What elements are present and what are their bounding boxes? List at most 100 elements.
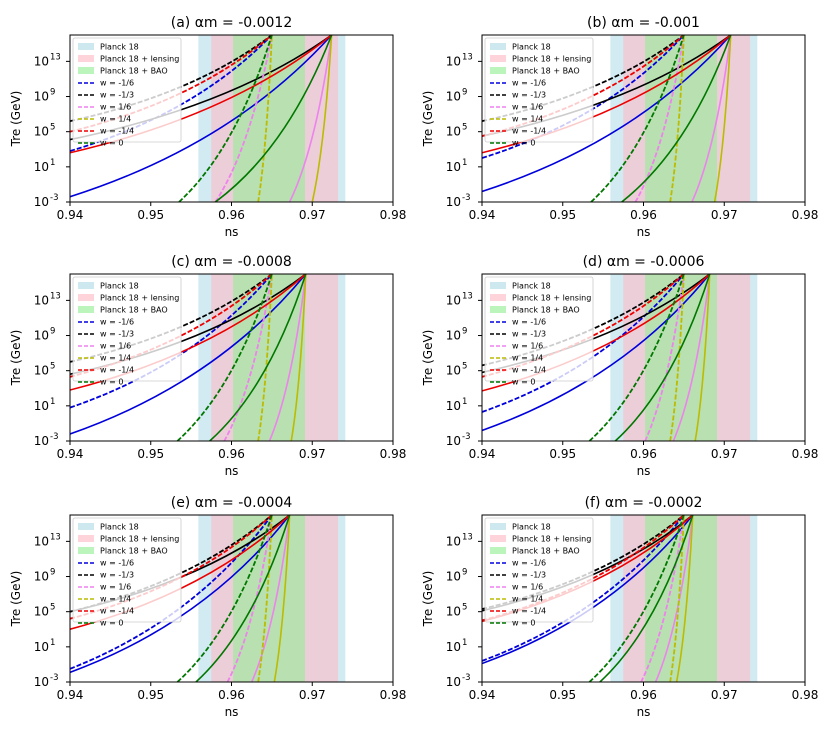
y-tick-exponent: -3 [462, 432, 470, 442]
curve-w-1-6-solid [672, 274, 711, 441]
legend-label: w = 0 [512, 619, 535, 628]
curve-w-0-dashed [588, 274, 685, 441]
legend-swatch [490, 43, 506, 50]
x-tick-label: 0.97 [711, 447, 738, 461]
curve-w-minus-1-6-solid [70, 35, 333, 198]
curve-w-minus-1-6-dashed [70, 274, 273, 409]
legend-label: Planck 18 + lensing [512, 55, 591, 64]
plot-area [70, 274, 346, 441]
legend-label: w = 0 [100, 139, 123, 148]
curve-w-minus-1-4-solid [482, 35, 732, 154]
curve-w-1-4-solid [273, 515, 291, 682]
y-tick-label: 10 [34, 293, 49, 307]
panel-title: (d) αm = -0.0006 [583, 254, 705, 270]
legend-label: w = 1/6 [512, 583, 543, 592]
x-tick-label: 0.97 [299, 208, 326, 222]
y-tick-label: 10 [34, 54, 49, 68]
y-tick-exponent: 1 [462, 397, 467, 407]
legend-label: w = -1/4 [512, 366, 546, 375]
legend: Planck 18 Planck 18 + lensing Planck 18 + … [484, 517, 594, 628]
y-tick-label: 10 [446, 364, 461, 378]
y-tick-exponent: -3 [462, 193, 470, 203]
y-tick-exponent: 1 [462, 158, 467, 168]
y-tick-label: 10 [446, 293, 461, 307]
y-tick-label: 10 [446, 195, 461, 209]
legend-label: w = 0 [100, 378, 123, 387]
band-planck18-bao [233, 515, 305, 682]
x-tick-label: 0.95 [549, 208, 576, 222]
curve-w-0-solid [621, 35, 732, 202]
x-tick-label: 0.94 [57, 688, 84, 702]
legend-label: Planck 18 [100, 43, 139, 52]
legend-label: w = -1/3 [512, 330, 546, 339]
legend-swatch [490, 294, 506, 301]
y-axis-label: Tre (GeV) [9, 91, 23, 148]
legend-label: w = 1/4 [512, 595, 543, 604]
curve-w-1-6-dashed [634, 35, 685, 202]
y-tick-exponent: 9 [50, 568, 55, 578]
legend-label: w = 1/4 [100, 354, 131, 363]
y-tick-label: 10 [446, 54, 461, 68]
curve-w-1-6-solid [268, 274, 307, 441]
curve-w-minus-1-6-dashed [482, 35, 685, 159]
x-tick-label: 0.97 [711, 208, 738, 222]
legend-label: w = 1/6 [100, 342, 131, 351]
y-tick-label: 10 [34, 125, 49, 139]
legend-label: w = 1/6 [100, 583, 131, 592]
curve-w-0-dashed [588, 515, 685, 682]
x-tick-label: 0.97 [299, 447, 326, 461]
y-tick-exponent: 1 [462, 638, 467, 648]
y-tick-exponent: 1 [50, 397, 55, 407]
legend-label: w = 0 [512, 139, 535, 148]
legend-swatch [78, 547, 94, 554]
legend: Planck 18 Planck 18 + lensing Planck 18 + … [72, 517, 182, 628]
legend-label: Planck 18 + lensing [100, 535, 179, 544]
legend-label: Planck 18 [512, 523, 551, 532]
x-tick-label: 0.94 [469, 447, 496, 461]
legend-label: w = -1/6 [512, 79, 546, 88]
y-axis-label: Tre (GeV) [421, 330, 435, 387]
curve-w-0-solid [614, 274, 711, 441]
legend-label: w = -1/4 [512, 607, 546, 616]
y-tick-label: 10 [34, 399, 49, 413]
legend-label: Planck 18 + BAO [100, 547, 168, 556]
y-axis-label: Tre (GeV) [9, 571, 23, 628]
curve-w-minus-1-6-solid [70, 515, 291, 674]
y-tick-label: 10 [34, 90, 49, 104]
legend-swatch [78, 535, 94, 542]
y-tick-label: 10 [446, 534, 461, 548]
curve-w-minus-1-6-dashed [482, 274, 685, 413]
x-tick-label: 0.94 [57, 208, 84, 222]
legend-label: Planck 18 + BAO [512, 547, 580, 556]
curve-w-1-4-solid [713, 35, 732, 202]
legend-label: Planck 18 + lensing [100, 294, 179, 303]
curve-w-1-4-dashed [257, 35, 273, 202]
y-tick-exponent: -3 [50, 673, 58, 683]
plot-area [482, 515, 758, 682]
y-tick-label: 10 [34, 195, 49, 209]
legend-label: Planck 18 + BAO [512, 67, 580, 76]
x-tick-label: 0.96 [630, 208, 657, 222]
y-tick-exponent: 13 [50, 291, 61, 301]
legend-label: w = 1/4 [100, 115, 131, 124]
curve-w-minus-1-6-solid [482, 274, 711, 432]
legend-swatch [490, 67, 506, 74]
y-tick-exponent: 5 [462, 603, 467, 613]
legend-swatch [490, 547, 506, 554]
legend-swatch [78, 306, 94, 313]
plot-area [70, 515, 346, 682]
y-tick-label: 10 [34, 434, 49, 448]
curve-w-0-solid [599, 515, 694, 682]
x-tick-label: 0.98 [792, 688, 819, 702]
y-tick-exponent: 5 [462, 362, 467, 372]
y-tick-exponent: -3 [50, 432, 58, 442]
panel-title: (c) αm = -0.0008 [171, 254, 292, 270]
curve-w-minus-1-6-solid [70, 274, 307, 435]
y-tick-exponent: 13 [462, 532, 473, 542]
plot-area [482, 274, 758, 441]
x-tick-label: 0.96 [218, 208, 245, 222]
